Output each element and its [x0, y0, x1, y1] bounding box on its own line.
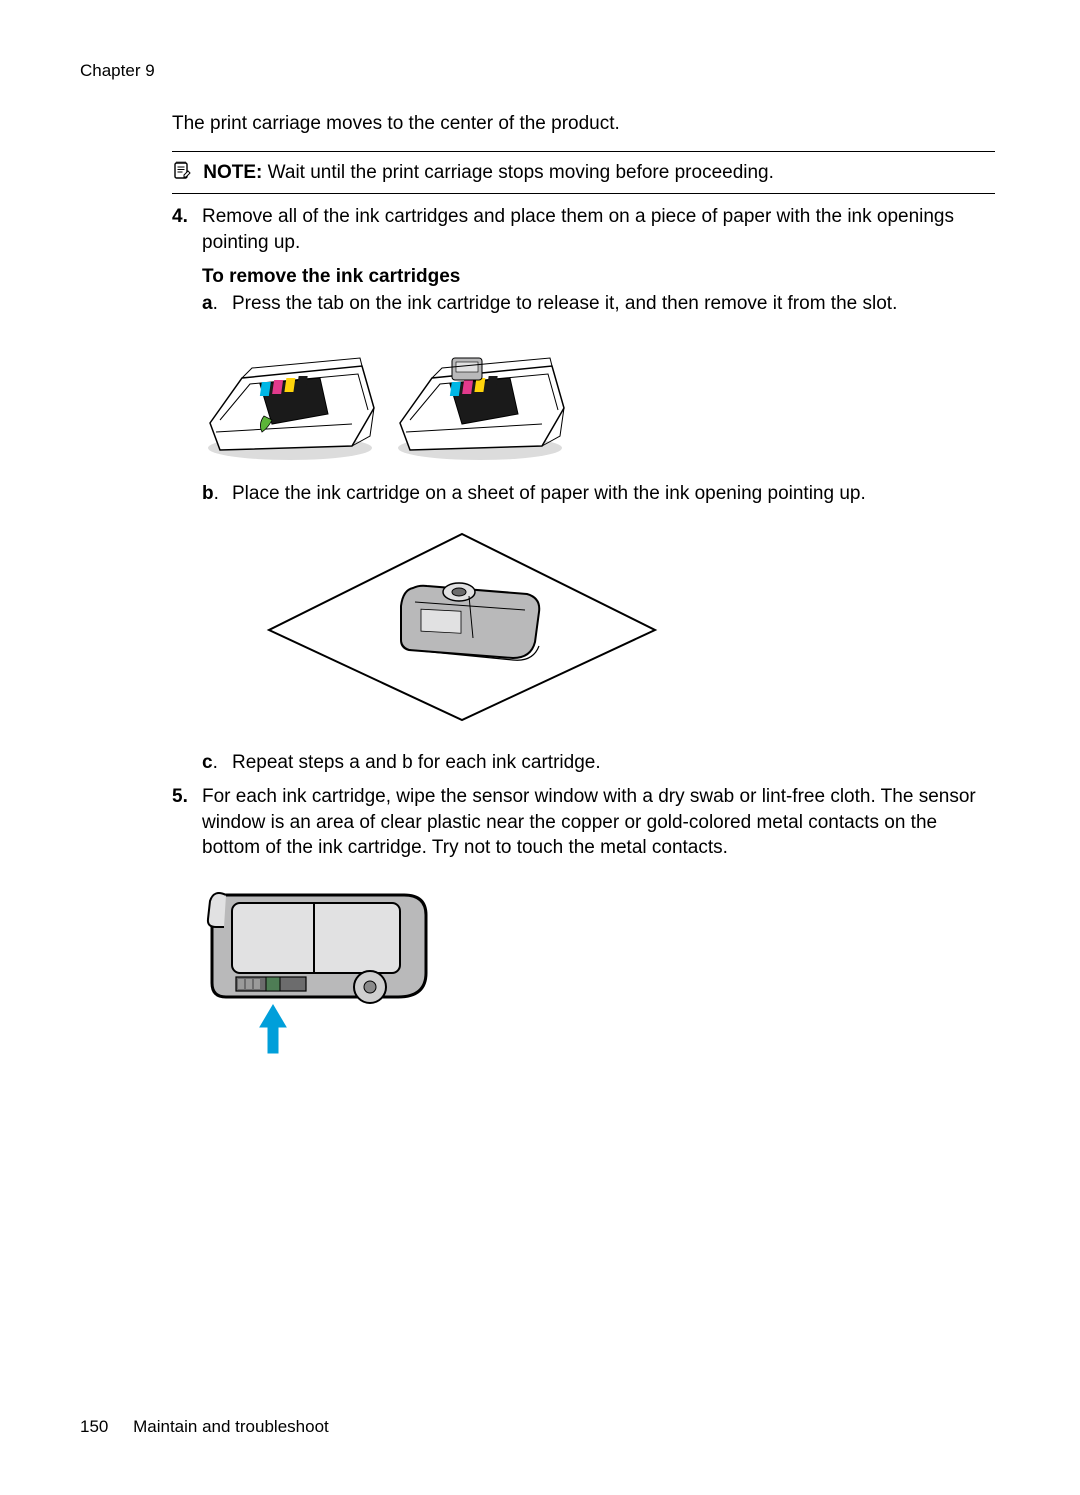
figure-sensor-arrow: [202, 877, 995, 1057]
substep-letter: a.: [202, 291, 218, 317]
page-content: The print carriage moves to the center o…: [172, 111, 995, 1057]
substep-text: Repeat steps a and b for each ink cartri…: [232, 752, 601, 773]
step-number: 5.: [172, 784, 188, 810]
substep-b: b. Place the ink cartridge on a sheet of…: [202, 481, 995, 507]
sub-heading: To remove the ink cartridges: [202, 264, 995, 290]
substep-a: a. Press the tab on the ink cartridge to…: [202, 291, 995, 317]
note-box: NOTE: Wait until the print carriage stop…: [172, 151, 995, 195]
step-text: For each ink cartridge, wipe the sensor …: [202, 786, 976, 858]
figure-carriage: [202, 333, 995, 463]
figure-cartridge-on-paper: [257, 522, 995, 732]
step-4: 4. Remove all of the ink cartridges and …: [172, 204, 995, 776]
step-5: 5. For each ink cartridge, wipe the sens…: [172, 784, 995, 1057]
page-footer: 150 Maintain and troubleshoot: [80, 1416, 329, 1439]
step-text: Remove all of the ink cartridges and pla…: [202, 206, 954, 253]
substep-c: c. Repeat steps a and b for each ink car…: [202, 750, 995, 776]
page-number: 150: [80, 1417, 108, 1436]
chapter-header: Chapter 9: [80, 60, 1000, 83]
section-title: Maintain and troubleshoot: [133, 1417, 329, 1436]
substep-text: Place the ink cartridge on a sheet of pa…: [232, 483, 866, 504]
intro-text: The print carriage moves to the center o…: [172, 111, 995, 137]
note-text: Wait until the print carriage stops movi…: [262, 162, 774, 183]
substep-text: Press the tab on the ink cartridge to re…: [232, 293, 897, 314]
step-number: 4.: [172, 204, 188, 230]
substep-letter: c.: [202, 750, 218, 776]
note-label: NOTE:: [203, 162, 262, 183]
substep-letter: b.: [202, 481, 219, 507]
note-icon: [172, 160, 194, 180]
